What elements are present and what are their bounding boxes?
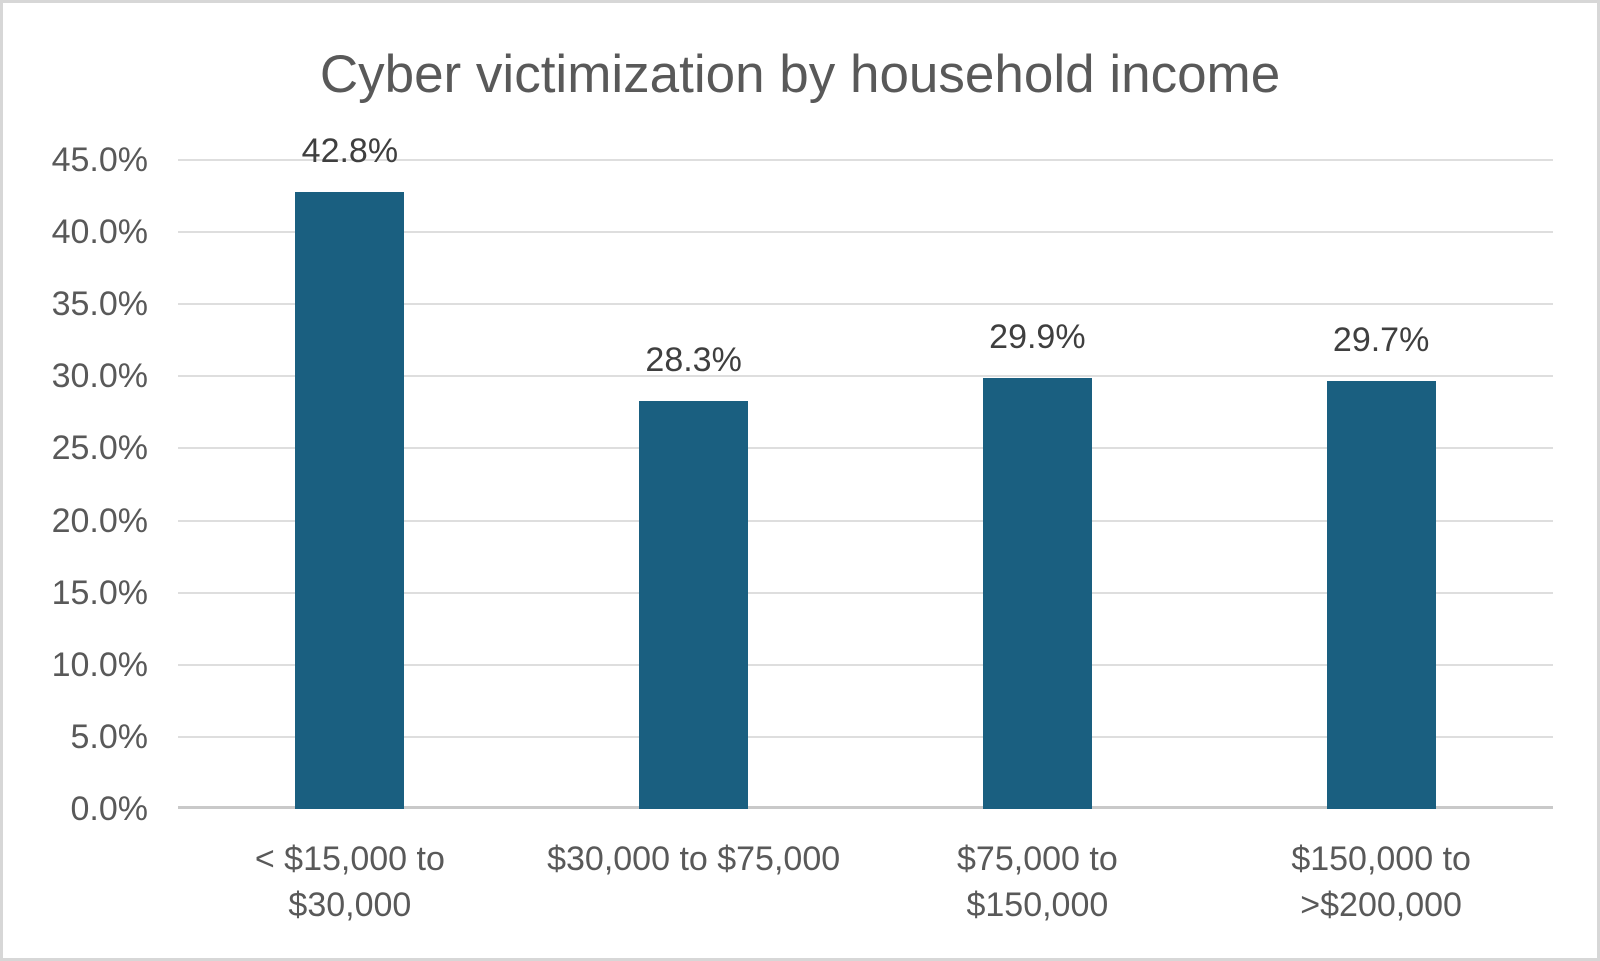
y-tick-label: 30.0% bbox=[51, 357, 148, 396]
bar-value-label: 42.8% bbox=[301, 131, 399, 170]
gridline bbox=[178, 735, 1553, 738]
x-category-label-line: $150,000 to bbox=[1291, 840, 1471, 878]
gridline bbox=[178, 447, 1553, 450]
bar-value-label: 29.7% bbox=[1332, 320, 1430, 359]
y-tick-label: 0.0% bbox=[70, 790, 149, 828]
x-category-label: $75,000 to $150,000 bbox=[957, 836, 1118, 928]
bar-value-label: 29.9% bbox=[989, 317, 1086, 356]
bar bbox=[295, 191, 405, 809]
y-tick-label: 35.0% bbox=[51, 285, 148, 324]
x-category-label-line: $75,000 to bbox=[957, 840, 1118, 878]
y-tick-label: 10.0% bbox=[51, 645, 148, 684]
gridline bbox=[178, 303, 1553, 306]
y-tick-label: 40.0% bbox=[51, 213, 148, 252]
y-axis-tick-labels: 0.0% 5.0% 10.0% 15.0% 20.0% 25.0% 30.0% 35.0% 40… bbox=[3, 143, 149, 826]
gridline bbox=[178, 159, 1553, 161]
gridline bbox=[178, 231, 1553, 234]
chart-title: Cyber victimization by household income bbox=[319, 45, 1281, 104]
gridline bbox=[178, 375, 1553, 378]
x-axis-category-labels: < $15,000 to $30,000 $30,000 to $75,000 $75… bbox=[178, 836, 1553, 946]
plot-area: 42.8% 28.3% 29.9% 29.7% bbox=[178, 134, 1553, 809]
gridline bbox=[178, 591, 1553, 594]
gridline bbox=[178, 663, 1553, 666]
bar bbox=[982, 377, 1092, 809]
x-category-label: < $15,000 to $30,000 bbox=[255, 836, 445, 928]
x-category-label: $30,000 to $75,000 bbox=[547, 836, 840, 882]
bar bbox=[639, 400, 749, 809]
y-tick-label: 45.0% bbox=[51, 141, 148, 179]
x-category-label-line: $30,000 bbox=[288, 886, 412, 924]
y-tick-label: 15.0% bbox=[51, 573, 148, 612]
x-category-label-line: < $15,000 to bbox=[254, 840, 445, 878]
bar bbox=[1326, 380, 1436, 809]
y-tick-label: 5.0% bbox=[70, 717, 149, 756]
gridline bbox=[178, 519, 1553, 522]
y-tick-label: 25.0% bbox=[51, 429, 148, 468]
bar-value-label: 28.3% bbox=[645, 340, 742, 379]
y-tick-label: 20.0% bbox=[51, 501, 148, 540]
x-category-label-line: $150,000 bbox=[966, 886, 1109, 924]
x-category-label: $150,000 to >$200,000 bbox=[1291, 836, 1471, 928]
x-category-label-line: $30,000 to $75,000 bbox=[547, 840, 841, 878]
x-category-label-line: >$200,000 bbox=[1300, 886, 1462, 924]
x-axis-baseline bbox=[178, 806, 1553, 809]
